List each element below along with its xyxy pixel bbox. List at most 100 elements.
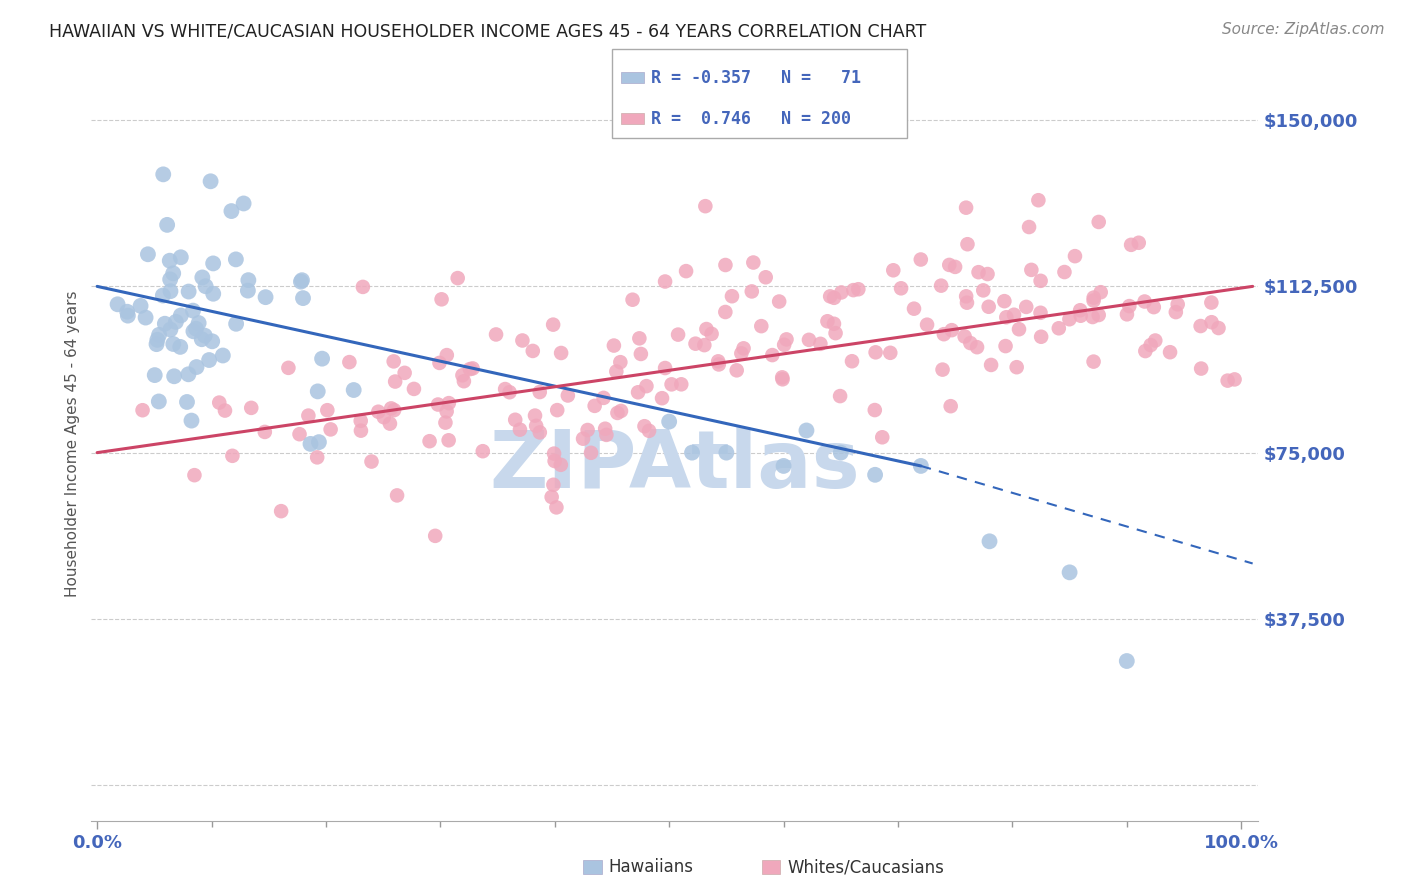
Point xyxy=(177,368,200,382)
Point xyxy=(402,382,425,396)
Point xyxy=(1015,300,1038,314)
Point xyxy=(214,403,236,417)
Point xyxy=(772,458,794,473)
Point xyxy=(770,370,793,384)
Point xyxy=(824,326,846,340)
Point xyxy=(1047,321,1070,335)
Point xyxy=(240,401,263,415)
Point xyxy=(976,267,998,281)
Point xyxy=(1090,285,1112,300)
Point xyxy=(903,301,925,316)
Point xyxy=(352,280,374,294)
Point xyxy=(1128,235,1150,250)
Point xyxy=(146,333,169,347)
Point xyxy=(270,504,292,518)
Point xyxy=(693,338,716,352)
Point xyxy=(1201,295,1223,310)
Point xyxy=(429,356,451,370)
Point xyxy=(979,534,1001,549)
Point xyxy=(1139,338,1161,352)
Point xyxy=(714,258,737,272)
Point xyxy=(749,319,772,334)
Point xyxy=(458,362,481,376)
Point xyxy=(115,304,138,318)
Point xyxy=(546,403,568,417)
Point xyxy=(498,385,520,400)
Point xyxy=(485,327,508,342)
Point xyxy=(943,260,966,274)
Point xyxy=(194,279,217,293)
Text: R = -0.357   N =   71: R = -0.357 N = 71 xyxy=(651,69,860,87)
Point xyxy=(980,358,1002,372)
Point xyxy=(202,256,225,270)
Point xyxy=(541,318,564,332)
Point xyxy=(319,422,342,436)
Point xyxy=(1087,308,1109,322)
Point xyxy=(953,329,976,343)
Point xyxy=(350,414,373,428)
Point xyxy=(863,403,886,417)
Point xyxy=(817,314,839,328)
Point xyxy=(292,291,315,305)
Point xyxy=(253,425,276,439)
Point xyxy=(956,237,979,252)
Point xyxy=(543,447,565,461)
Point xyxy=(308,435,330,450)
Point xyxy=(742,255,765,269)
Point xyxy=(225,252,247,267)
Point xyxy=(627,385,650,400)
Point xyxy=(681,445,703,459)
Point xyxy=(170,250,193,264)
Point xyxy=(818,289,841,303)
Point xyxy=(163,369,186,384)
Point xyxy=(1053,265,1076,279)
Point xyxy=(254,290,277,304)
Point xyxy=(605,364,627,378)
Point xyxy=(773,338,796,352)
Point xyxy=(1083,354,1105,368)
Point xyxy=(621,293,644,307)
Point xyxy=(156,218,179,232)
Point xyxy=(994,339,1017,353)
Point xyxy=(1083,291,1105,305)
Point xyxy=(343,383,366,397)
Point xyxy=(700,326,723,341)
Point xyxy=(543,477,565,491)
Point xyxy=(550,458,572,472)
Point xyxy=(915,318,938,332)
Point xyxy=(1189,361,1212,376)
Point xyxy=(1028,193,1050,207)
Point xyxy=(550,346,572,360)
Text: Whites/Caucasians: Whites/Caucasians xyxy=(787,858,945,876)
Point xyxy=(169,340,191,354)
Point xyxy=(695,199,717,213)
Point xyxy=(382,403,405,417)
Point xyxy=(208,395,231,409)
Point xyxy=(311,351,333,366)
Point xyxy=(436,348,458,362)
Point xyxy=(628,331,651,345)
Point xyxy=(808,336,831,351)
Point xyxy=(238,273,260,287)
Point xyxy=(823,291,845,305)
Point xyxy=(162,337,184,351)
Text: ZIPAtlas: ZIPAtlas xyxy=(489,427,860,506)
Point xyxy=(932,327,955,342)
Point xyxy=(434,416,457,430)
Point xyxy=(384,375,406,389)
Y-axis label: Householder Income Ages 45 - 64 years: Householder Income Ages 45 - 64 years xyxy=(65,291,80,597)
Point xyxy=(153,317,176,331)
Point xyxy=(447,271,470,285)
Point xyxy=(1201,315,1223,329)
Point xyxy=(830,445,852,459)
Point xyxy=(543,454,565,468)
Point xyxy=(1069,303,1091,318)
Point xyxy=(186,359,208,374)
Point xyxy=(394,366,416,380)
Point xyxy=(685,336,707,351)
Point xyxy=(202,286,225,301)
Point xyxy=(232,196,254,211)
Point xyxy=(1064,249,1087,263)
Point xyxy=(1070,309,1092,323)
Point xyxy=(714,305,737,319)
